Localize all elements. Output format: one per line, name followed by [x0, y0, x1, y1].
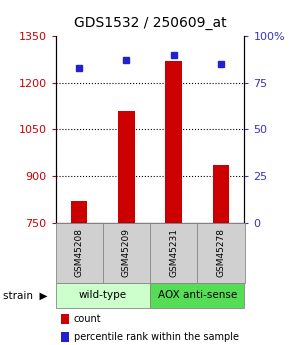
Text: count: count — [74, 314, 101, 324]
Text: AOX anti-sense: AOX anti-sense — [158, 290, 237, 300]
Text: GSM45209: GSM45209 — [122, 228, 131, 277]
Bar — [213, 165, 229, 223]
Bar — [71, 201, 87, 223]
Text: wild-type: wild-type — [79, 290, 127, 300]
Text: GSM45231: GSM45231 — [169, 228, 178, 277]
Bar — [118, 111, 135, 223]
Text: GSM45208: GSM45208 — [75, 228, 84, 277]
Text: GSM45278: GSM45278 — [216, 228, 225, 277]
Text: percentile rank within the sample: percentile rank within the sample — [74, 332, 238, 342]
Text: strain  ▶: strain ▶ — [3, 290, 47, 300]
Text: GDS1532 / 250609_at: GDS1532 / 250609_at — [74, 16, 226, 30]
Bar — [165, 61, 182, 223]
